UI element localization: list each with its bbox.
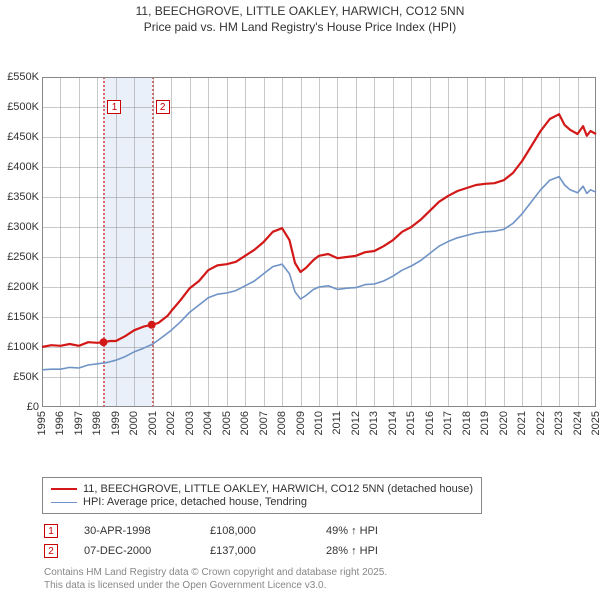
title-line1: 11, BEECHGROVE, LITTLE OAKLEY, HARWICH, … — [0, 4, 600, 20]
x-tick-label: 1998 — [91, 411, 103, 435]
line-property — [42, 114, 596, 347]
sale-point — [148, 321, 156, 329]
x-tick-label: 2013 — [368, 411, 380, 435]
legend-item: HPI: Average price, detached house, Tend… — [51, 496, 473, 508]
x-tick-label: 1996 — [54, 411, 66, 435]
x-tick-label: 2018 — [461, 411, 473, 435]
x-tick-label: 2010 — [313, 411, 325, 435]
title-line2: Price paid vs. HM Land Registry's House … — [0, 20, 600, 36]
x-tick-label: 2005 — [221, 411, 233, 435]
x-tick-label: 2009 — [295, 411, 307, 435]
x-tick-label: 2008 — [276, 411, 288, 435]
x-tick-label: 2021 — [516, 411, 528, 435]
legend-item: 11, BEECHGROVE, LITTLE OAKLEY, HARWICH, … — [51, 483, 473, 495]
chart-svg — [0, 35, 600, 409]
x-tick-label: 2017 — [442, 411, 454, 435]
legend-label: 11, BEECHGROVE, LITTLE OAKLEY, HARWICH, … — [83, 483, 473, 495]
legend-label: HPI: Average price, detached house, Tend… — [83, 496, 307, 508]
sale-price: £137,000 — [210, 545, 300, 557]
x-tick-label: 2023 — [553, 411, 565, 435]
x-tick-label: 2012 — [350, 411, 362, 435]
sale-delta: 49% ↑ HPI — [326, 525, 378, 537]
x-tick-label: 2004 — [202, 411, 214, 435]
legend-swatch — [51, 488, 77, 490]
attribution-line: Contains HM Land Registry data © Crown c… — [44, 567, 387, 580]
legend-swatch — [51, 502, 77, 503]
sale-detail-row: 1 30-APR-1998 £108,000 49% ↑ HPI — [44, 524, 378, 538]
sale-date: 30-APR-1998 — [84, 525, 184, 537]
chart-title: 11, BEECHGROVE, LITTLE OAKLEY, HARWICH, … — [0, 0, 600, 35]
x-tick-label: 2000 — [128, 411, 140, 435]
sale-point — [100, 338, 108, 346]
x-tick-label: 2019 — [479, 411, 491, 435]
x-tick-label: 2022 — [535, 411, 547, 435]
sale-detail-flag: 1 — [44, 524, 58, 538]
x-tick-label: 2024 — [572, 411, 584, 435]
sale-flag: 1 — [107, 100, 121, 114]
x-tick-label: 2001 — [147, 411, 159, 435]
line-hpi — [42, 177, 596, 370]
x-tick-label: 2016 — [424, 411, 436, 435]
x-tick-label: 2014 — [387, 411, 399, 435]
x-tick-label: 1999 — [110, 411, 122, 435]
x-tick-label: 2003 — [184, 411, 196, 435]
sale-date: 07-DEC-2000 — [84, 545, 184, 557]
x-tick-label: 2007 — [258, 411, 270, 435]
x-tick-label: 2011 — [331, 411, 343, 435]
sale-delta: 28% ↑ HPI — [326, 545, 378, 557]
sale-detail-flag: 2 — [44, 544, 58, 558]
sale-detail-row: 2 07-DEC-2000 £137,000 28% ↑ HPI — [44, 544, 378, 558]
attribution-line: This data is licensed under the Open Gov… — [44, 580, 387, 592]
x-tick-label: 2002 — [165, 411, 177, 435]
x-tick-label: 1997 — [73, 411, 85, 435]
attribution: Contains HM Land Registry data © Crown c… — [44, 567, 387, 592]
sale-price: £108,000 — [210, 525, 300, 537]
x-tick-label: 2015 — [405, 411, 417, 435]
legend: 11, BEECHGROVE, LITTLE OAKLEY, HARWICH, … — [42, 477, 482, 514]
x-tick-label: 1995 — [36, 411, 48, 435]
sale-flag: 2 — [156, 100, 170, 114]
x-tick-label: 2006 — [239, 411, 251, 435]
x-tick-label: 2025 — [590, 411, 600, 435]
x-tick-label: 2020 — [498, 411, 510, 435]
